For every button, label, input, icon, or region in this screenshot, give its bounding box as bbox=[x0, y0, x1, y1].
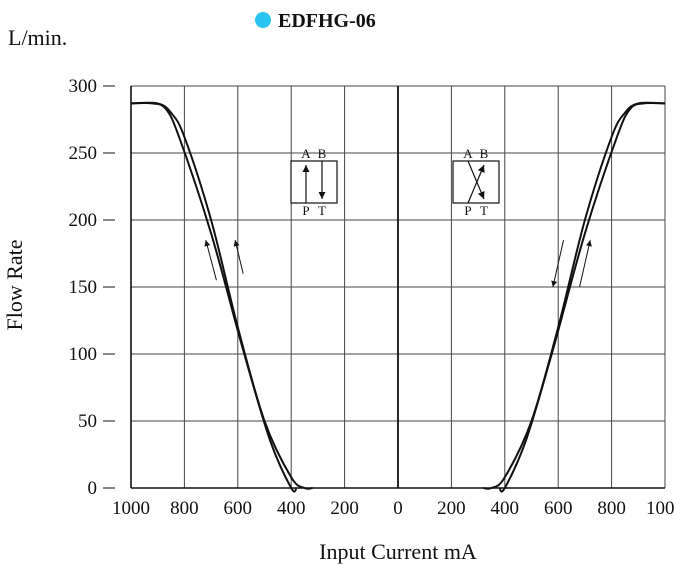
direction-arrow bbox=[551, 239, 565, 288]
flow-curve-right bbox=[483, 101, 666, 490]
y-unit-label: L/min. bbox=[8, 25, 67, 50]
direction-arrow bbox=[233, 239, 244, 274]
x-tick-label: 200 bbox=[437, 498, 466, 519]
flow-curve-right bbox=[498, 102, 666, 493]
port-label: T bbox=[318, 203, 326, 218]
flow-arrow bbox=[467, 164, 485, 204]
valve-symbols: A BP TA BP T bbox=[290, 146, 500, 218]
x-tick-label: 400 bbox=[491, 498, 520, 519]
port-label: B bbox=[480, 146, 489, 161]
direction-arrow bbox=[579, 239, 592, 288]
flow-curve-left bbox=[130, 102, 298, 493]
port-label: P bbox=[302, 203, 309, 218]
port-label: B bbox=[318, 146, 327, 161]
port-label: T bbox=[480, 203, 488, 218]
port-label: A bbox=[301, 146, 311, 161]
valve-box bbox=[290, 160, 338, 204]
y-tick-label: 250 bbox=[69, 143, 98, 164]
x-tick-label: 600 bbox=[224, 498, 253, 519]
x-axis-ticks: 1000 800 600 400 200 0 200 400 600 800 1000 bbox=[112, 498, 674, 519]
y-axis-ticks: 0 50 100 150 200 250 300 bbox=[69, 76, 115, 499]
axes bbox=[130, 86, 665, 489]
direction-arrow bbox=[204, 239, 217, 281]
title-marker-dot bbox=[255, 12, 271, 28]
x-tick-label: 400 bbox=[277, 498, 306, 519]
y-tick-label: 200 bbox=[69, 210, 98, 231]
flow-curves bbox=[130, 101, 666, 493]
direction-arrows bbox=[204, 239, 592, 288]
x-tick-label: 200 bbox=[330, 498, 359, 519]
flow-arrow bbox=[467, 160, 485, 200]
x-tick-label: 1000 bbox=[646, 498, 674, 519]
y-tick-label: 150 bbox=[69, 277, 98, 298]
y-axis-label: Flow Rate bbox=[2, 239, 27, 330]
x-tick-label: 0 bbox=[393, 498, 403, 519]
port-label: P bbox=[464, 203, 471, 218]
x-tick-label: 600 bbox=[544, 498, 573, 519]
y-tick-label: 50 bbox=[78, 411, 97, 432]
chart-title-group: EDFHG-06 bbox=[255, 10, 376, 32]
y-tick-label: 300 bbox=[69, 76, 98, 97]
port-label: A bbox=[463, 146, 473, 161]
x-tick-label: 1000 bbox=[112, 498, 150, 519]
flow-curve-left bbox=[130, 101, 313, 490]
valve-symbol-left: A B P T bbox=[290, 146, 338, 218]
valve-symbol-right: A B P T bbox=[452, 146, 500, 218]
valve-box bbox=[452, 160, 500, 204]
chart-title: EDFHG-06 bbox=[278, 10, 376, 32]
y-tick-label: 0 bbox=[88, 478, 98, 499]
y-tick-label: 100 bbox=[69, 344, 98, 365]
x-axis-label: Input Current mA bbox=[319, 539, 477, 564]
x-tick-label: 800 bbox=[170, 498, 199, 519]
x-tick-label: 800 bbox=[597, 498, 626, 519]
